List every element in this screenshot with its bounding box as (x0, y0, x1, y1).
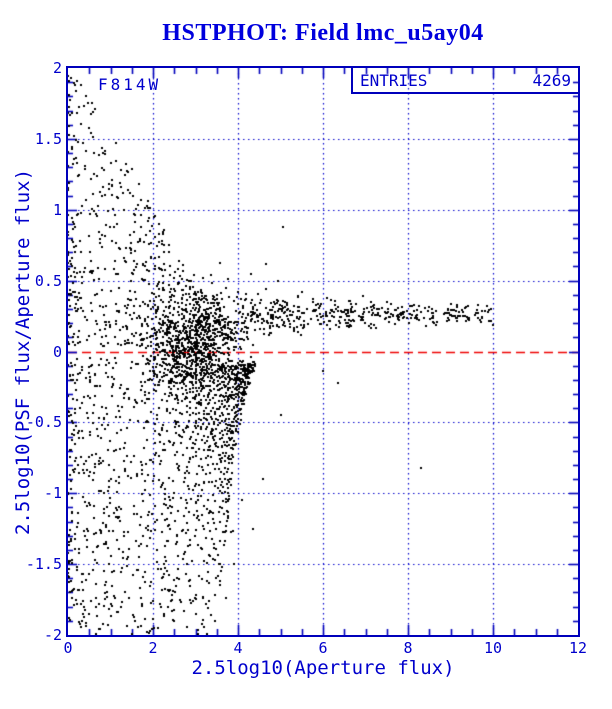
y-tick-label: 0.5 (34, 271, 62, 290)
y-tick-label: -2 (43, 626, 62, 644)
y-tick-label: -1.5 (25, 555, 62, 574)
x-tick-label: 0 (63, 639, 73, 657)
x-tick-label: 10 (483, 639, 503, 657)
y-tick-label: -1 (43, 484, 62, 503)
x-axis-label: 2.5log10(Aperture flux) (191, 657, 455, 679)
x-tick-label: 2 (148, 639, 158, 657)
scatter-canvas (68, 68, 578, 635)
x-tick-label: 4 (233, 639, 243, 657)
x-tick-label: 6 (318, 639, 328, 657)
plot-frame (66, 66, 580, 637)
y-tick-label: 2 (52, 59, 62, 77)
x-tick-label: 8 (403, 639, 413, 657)
filter-label: F814W (98, 75, 162, 94)
page-title: HSTPHOT: Field lmc_u5ay04 (162, 20, 484, 46)
y-tick-label: 1.5 (34, 129, 62, 148)
y-tick-label: -0.5 (25, 413, 62, 432)
y-tick-label: 0 (52, 342, 62, 361)
y-tick-label: 1 (52, 200, 62, 219)
x-tick-label: 12 (568, 639, 588, 657)
entries-box: ENTRIES 4269 (351, 66, 580, 94)
y-axis-label: 2.5log10(PSF flux/Aperture flux) (12, 168, 34, 536)
entries-value: 4269 (532, 70, 571, 90)
entries-label: ENTRIES (360, 70, 428, 90)
